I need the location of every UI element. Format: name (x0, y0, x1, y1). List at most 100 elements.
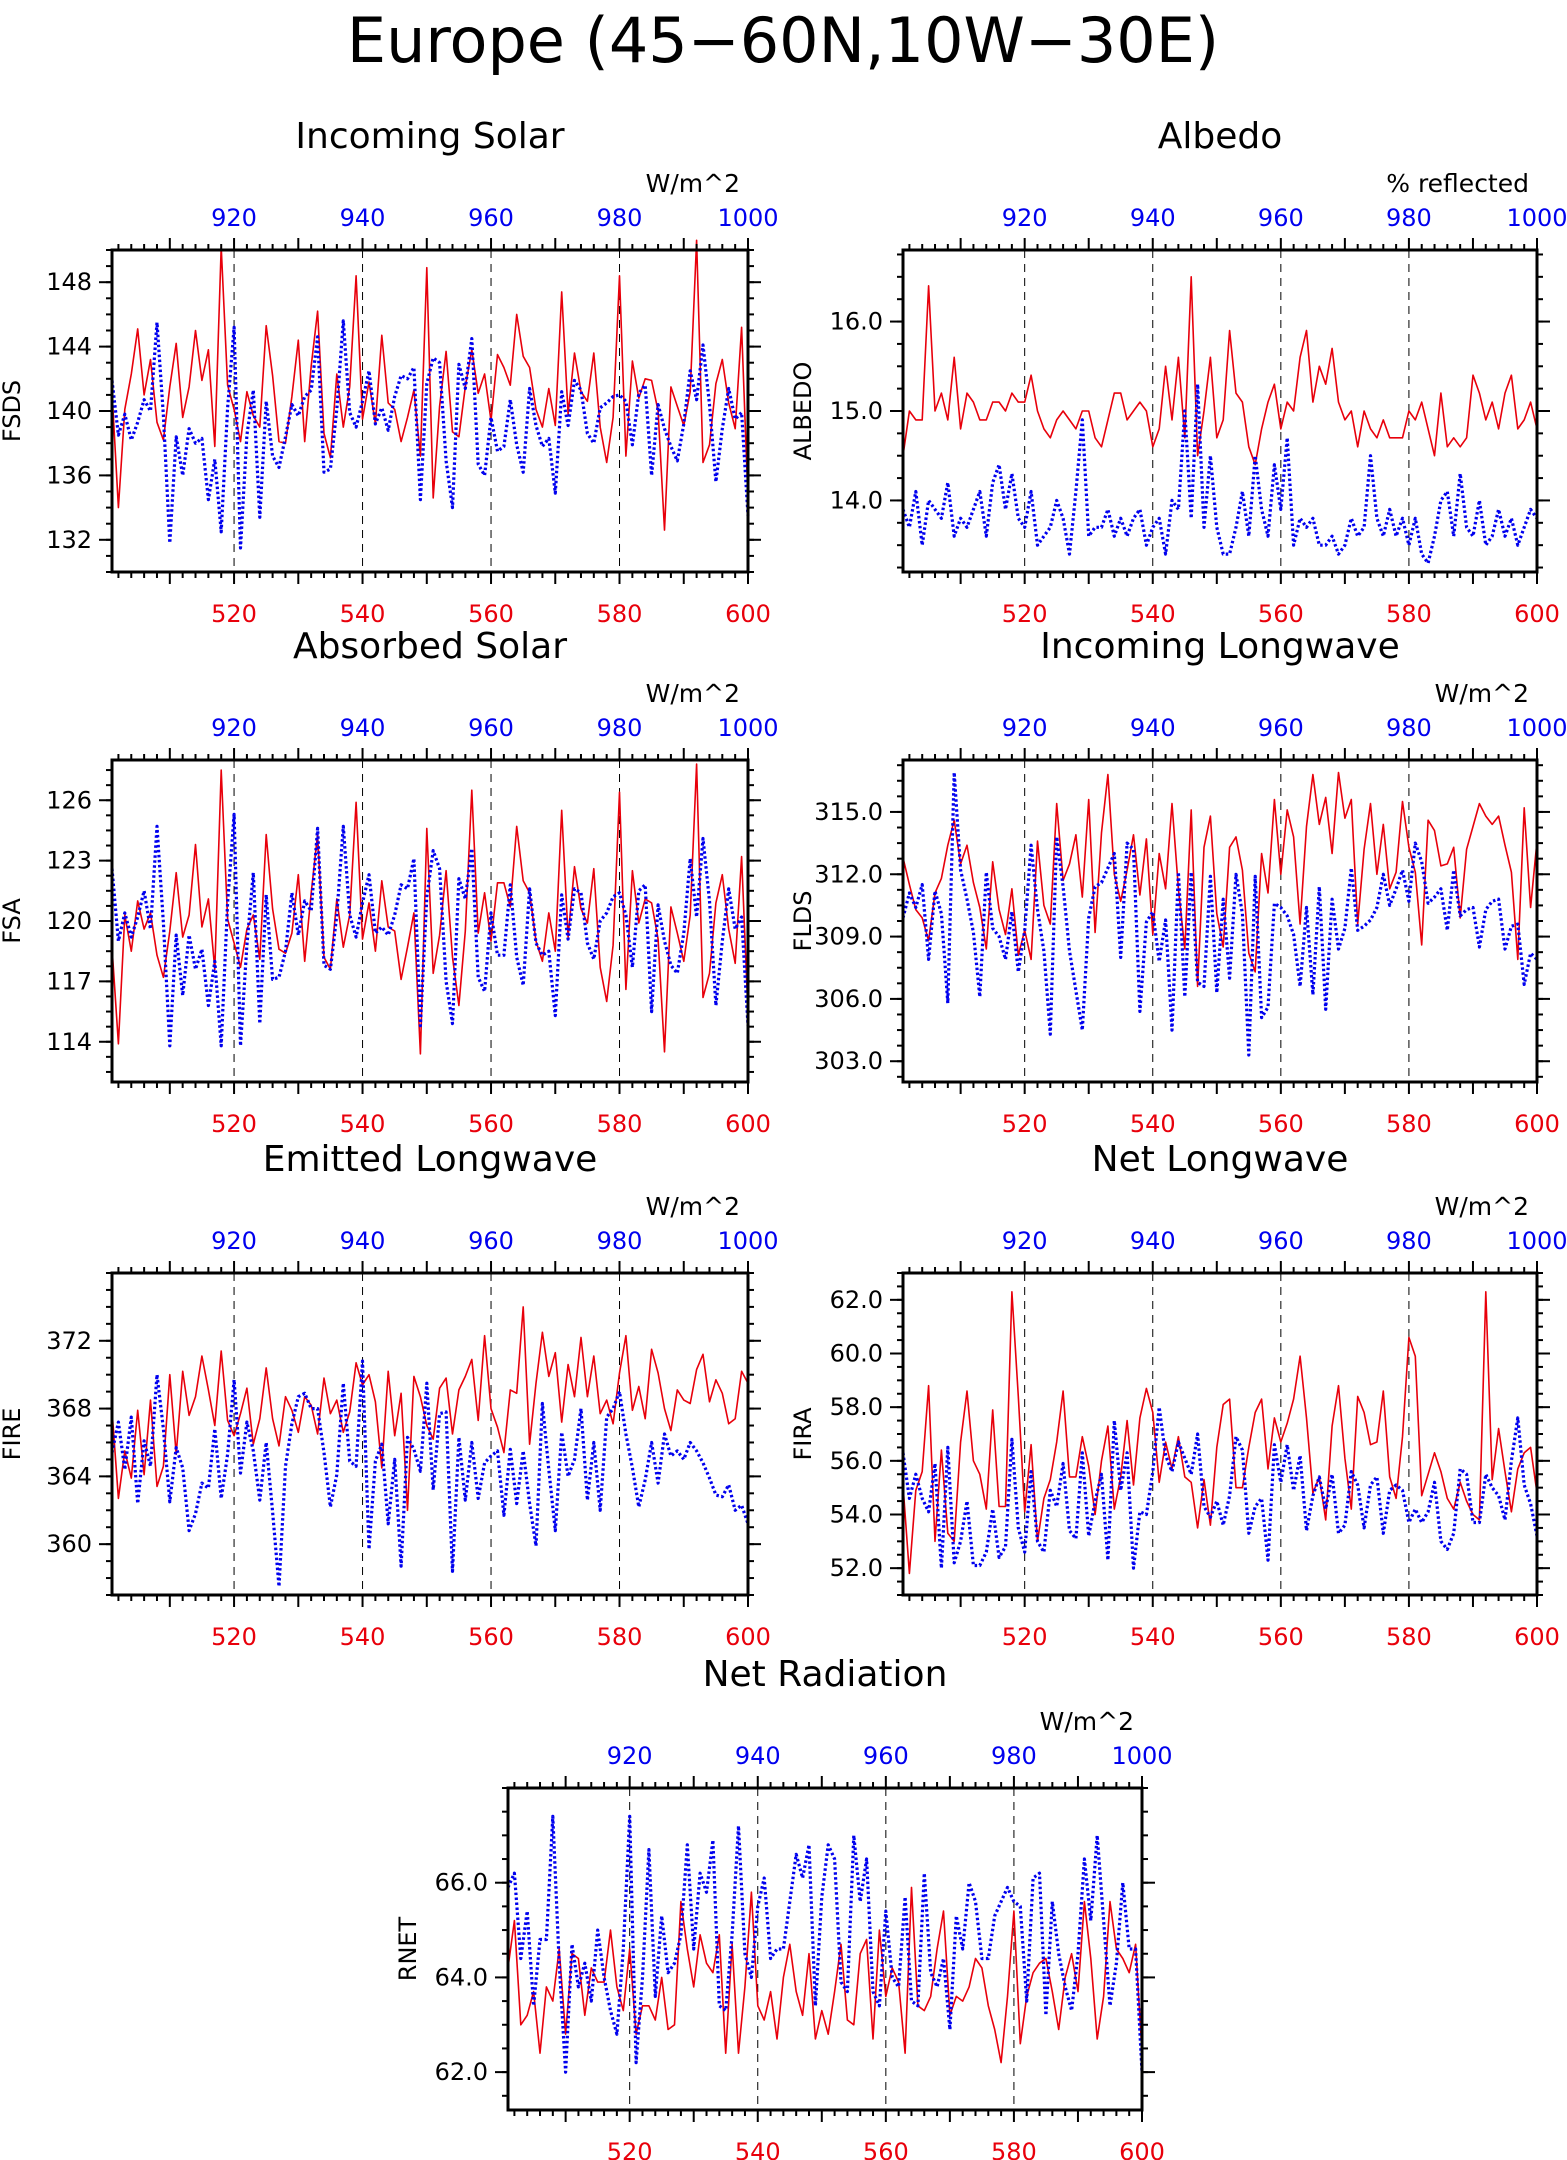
x-tick-label: 520 (607, 2138, 653, 2160)
x-tick-label: 540 (1130, 600, 1176, 628)
y-axis-label: FSDS (0, 380, 26, 442)
x-tick-label: 580 (597, 1623, 643, 1651)
x-top-tick-label: 920 (211, 204, 257, 232)
x-top-tick-label: 960 (468, 714, 514, 742)
series-line-red (902, 1291, 1538, 1575)
x-top-tick-label: 940 (1130, 714, 1176, 742)
chart-title: Net Longwave (1092, 1139, 1349, 1180)
unit-label: W/m^2 (646, 1192, 740, 1221)
y-tick-label: 14.0 (830, 486, 883, 514)
x-top-tick-label: 920 (1002, 714, 1048, 742)
series-line-blue (506, 1814, 1144, 2074)
series-line-red (111, 763, 749, 1055)
x-top-tick-label: 940 (1130, 204, 1176, 232)
x-top-tick-label: 940 (1130, 1227, 1176, 1255)
x-top-tick-label: 920 (607, 1742, 653, 1770)
chart-title: Incoming Longwave (1040, 626, 1400, 667)
y-tick-label: 66.0 (435, 1869, 488, 1897)
x-tick-label: 580 (597, 600, 643, 628)
x-tick-label: 520 (1002, 1623, 1048, 1651)
series-line-blue (110, 319, 750, 550)
unit-label: W/m^2 (1435, 679, 1529, 708)
series-line-blue (901, 382, 1539, 565)
x-tick-label: 600 (725, 1623, 771, 1651)
y-tick-label: 123 (46, 847, 92, 875)
y-tick-label: 315.0 (814, 798, 883, 826)
x-top-tick-label: 960 (1258, 1227, 1304, 1255)
x-top-tick-label: 980 (597, 714, 643, 742)
plot-frame (110, 1271, 750, 1597)
x-top-tick-label: 1000 (1506, 1227, 1567, 1255)
y-tick-label: 136 (46, 461, 92, 489)
x-tick-label: 520 (1002, 1110, 1048, 1138)
unit-label: W/m^2 (646, 169, 740, 198)
y-tick-label: 56.0 (830, 1447, 883, 1475)
y-axis-label: FLDS (789, 891, 817, 952)
chart-title: Incoming Solar (295, 116, 564, 157)
y-tick-label: 16.0 (830, 308, 883, 336)
x-top-tick-label: 1000 (1111, 1742, 1172, 1770)
x-top-tick-label: 920 (1002, 1227, 1048, 1255)
plot-frame (901, 248, 1539, 574)
x-top-tick-label: 1000 (717, 1227, 778, 1255)
chart-title: Emitted Longwave (263, 1139, 598, 1180)
x-tick-label: 580 (597, 1110, 643, 1138)
series-line-blue (901, 770, 1539, 1057)
x-tick-label: 560 (468, 1110, 514, 1138)
series-line-red (111, 1306, 749, 1512)
x-tick-label: 520 (211, 600, 257, 628)
y-tick-label: 117 (46, 967, 92, 995)
x-tick-label: 580 (991, 2138, 1037, 2160)
y-tick-label: 306.0 (814, 985, 883, 1013)
x-tick-label: 540 (340, 1110, 386, 1138)
x-top-tick-label: 980 (597, 204, 643, 232)
x-tick-label: 560 (863, 2138, 909, 2160)
unit-label: W/m^2 (1040, 1707, 1134, 1736)
y-tick-label: 54.0 (830, 1501, 883, 1529)
chart-title: Net Radiation (703, 1654, 948, 1695)
y-tick-label: 364 (46, 1462, 92, 1490)
x-tick-label: 600 (725, 1110, 771, 1138)
x-tick-label: 540 (340, 1623, 386, 1651)
plot-frame (506, 1786, 1144, 2112)
y-tick-label: 312.0 (814, 860, 883, 888)
x-tick-label: 600 (1514, 600, 1560, 628)
x-top-tick-label: 980 (991, 1742, 1037, 1770)
unit-label: W/m^2 (646, 679, 740, 708)
x-top-tick-label: 940 (340, 714, 386, 742)
x-tick-label: 540 (735, 2138, 781, 2160)
x-top-tick-label: 960 (468, 1227, 514, 1255)
chart-panel-flds: Incoming Longwave W/m^2 FLDS 520 920 540 940 56… (789, 626, 1567, 1138)
y-tick-label: 52.0 (830, 1554, 883, 1582)
x-top-tick-label: 1000 (717, 204, 778, 232)
x-top-tick-label: 920 (211, 1227, 257, 1255)
x-top-tick-label: 920 (1002, 204, 1048, 232)
series-line-blue (901, 1405, 1539, 1570)
unit-label: W/m^2 (1435, 1192, 1529, 1221)
unit-label: % reflected (1386, 169, 1529, 198)
y-tick-label: 140 (46, 397, 92, 425)
y-axis-label: RNET (394, 1916, 422, 1981)
x-tick-label: 580 (1386, 1110, 1432, 1138)
x-top-tick-label: 1000 (717, 714, 778, 742)
x-top-tick-label: 940 (340, 204, 386, 232)
x-tick-label: 600 (1514, 1623, 1560, 1651)
chart-panel-rnet: Net Radiation W/m^2 RNET 520 920 540 940 560 960… (394, 1654, 1173, 2160)
x-tick-label: 520 (1002, 600, 1048, 628)
x-top-tick-label: 920 (211, 714, 257, 742)
x-tick-label: 520 (211, 1623, 257, 1651)
y-axis-label: FSA (0, 898, 26, 944)
x-top-tick-label: 960 (1258, 714, 1304, 742)
y-axis-label: FIRE (0, 1408, 26, 1461)
y-tick-label: 148 (46, 268, 92, 296)
x-top-tick-label: 1000 (1506, 204, 1567, 232)
series-line-blue (110, 1359, 750, 1589)
series-line-blue (110, 812, 750, 1048)
y-tick-label: 360 (46, 1530, 92, 1558)
y-tick-label: 144 (46, 333, 92, 361)
x-top-tick-label: 960 (468, 204, 514, 232)
x-top-tick-label: 980 (1386, 714, 1432, 742)
chart-title: Absorbed Solar (293, 626, 567, 667)
x-tick-label: 540 (1130, 1623, 1176, 1651)
y-tick-label: 132 (46, 526, 92, 554)
